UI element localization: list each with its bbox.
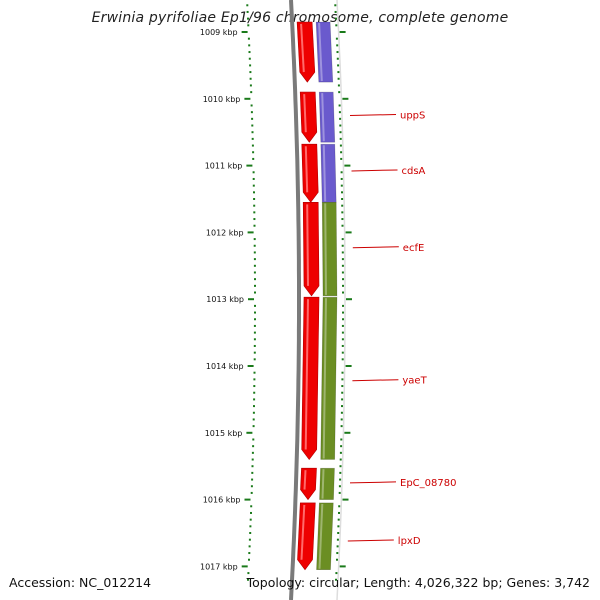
gene-arrow-highlight [304, 299, 309, 450]
map-title: Erwinia pyrifoliae Ep1/96 chromosome, co… [91, 10, 509, 26]
cog-bar-highlight [318, 503, 324, 569]
cog-bar-green[interactable] [316, 502, 334, 571]
gene-arrow[interactable] [299, 91, 318, 143]
cog-track [315, 21, 338, 571]
ruler-tick-label: 1009 kbp [200, 28, 238, 37]
ruler-track: 1009 kbp 1010 kbp 1011 kbp 1012 kbp 1013 kbp… [200, 4, 352, 581]
ruler-tick-label: 1011 kbp [205, 162, 243, 171]
ruler-tick-label: 1010 kbp [203, 95, 241, 104]
gene-label-leader [351, 169, 398, 172]
gene-label-leader [349, 114, 397, 116]
genome-summary-text: Topology: circular; Length: 4,026,322 bp… [246, 575, 590, 590]
outer-guide-arc [336, 0, 346, 600]
gene-label-leader [349, 481, 397, 484]
gene-label-leader [347, 539, 394, 542]
gene-label[interactable]: cdsA [402, 166, 426, 177]
gene-arrow[interactable] [296, 21, 316, 83]
ruler-tick-label: 1016 kbp [203, 496, 241, 505]
ruler-tick-label: 1014 kbp [206, 362, 244, 371]
gene-label[interactable]: uppS [400, 111, 425, 122]
ruler-tick-label: 1015 kbp [205, 429, 243, 438]
cog-bar-green[interactable] [321, 202, 338, 297]
cog-bar-highlight [322, 145, 327, 202]
cog-bar-green[interactable] [319, 467, 335, 500]
gene-label[interactable]: lpxD [398, 536, 421, 547]
gene-label-leader [352, 379, 399, 382]
gene-arrow[interactable] [302, 202, 320, 297]
cog-bar-highlight [322, 298, 327, 459]
backbone-track [289, 0, 346, 600]
gene-arrow[interactable] [300, 467, 317, 501]
gene-label-layer: uppS cdsA ecfE yaeT EpC_08780 lpxD [347, 111, 456, 547]
gene-arrow-highlight [300, 504, 306, 560]
gene-arrow-highlight [303, 470, 307, 490]
gene-arrow-highlight [300, 23, 305, 73]
ruler-tick-label: 1017 kbp [200, 562, 238, 571]
cog-bar-highlight [324, 203, 327, 295]
gene-arrow-highlight [304, 146, 309, 193]
cog-bar-highlight [318, 22, 323, 82]
cog-bar-green[interactable] [320, 296, 338, 460]
gene-arrow-highlight [303, 94, 307, 133]
gene-label[interactable]: EpC_08780 [400, 478, 456, 489]
ruler-tick-label: 1013 kbp [206, 295, 244, 304]
cog-bar-blue[interactable] [318, 91, 336, 143]
accession-text: Accession: NC_012214 [9, 575, 152, 590]
gene-label[interactable]: yaeT [402, 376, 427, 387]
cog-bar-blue[interactable] [315, 21, 334, 83]
gene-label[interactable]: ecfE [403, 243, 425, 254]
gene-track [296, 21, 320, 571]
gene-label-leader [352, 246, 399, 249]
ruler-tick-label: 1012 kbp [206, 228, 244, 237]
cog-bar-highlight [321, 469, 325, 499]
gene-arrow[interactable] [301, 296, 320, 460]
backbone-arc [289, 0, 301, 600]
gene-arrow[interactable] [297, 502, 316, 571]
gene-arrow[interactable] [301, 143, 319, 203]
gene-arrow-highlight [306, 204, 309, 286]
cog-bar-highlight [321, 93, 325, 142]
